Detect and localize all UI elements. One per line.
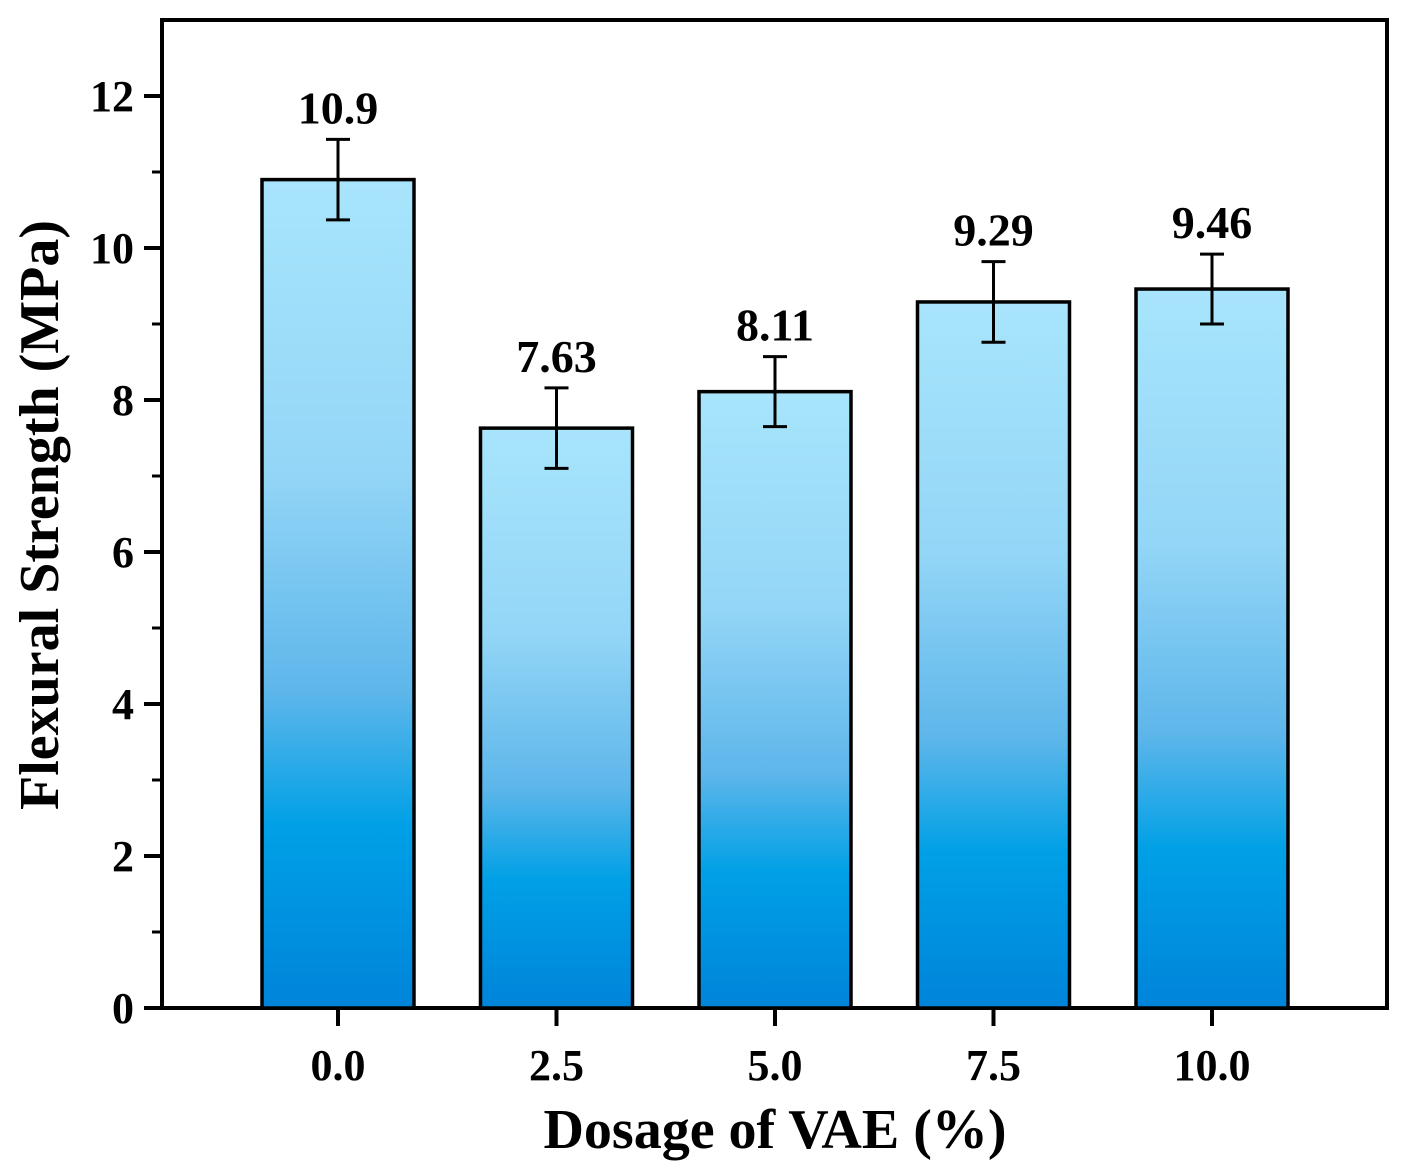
- y-tick-label: 8: [112, 376, 134, 425]
- bar-value-label: 7.63: [516, 331, 597, 382]
- bar-value-label: 9.46: [1172, 197, 1253, 248]
- bar: [697, 389, 853, 1010]
- x-tick-label: 10.0: [1174, 1041, 1251, 1090]
- bar: [478, 426, 635, 1010]
- bar: [260, 177, 416, 1010]
- y-tick-label: 2: [112, 832, 134, 881]
- y-tick-label: 10: [90, 224, 134, 273]
- bar-value-label: 9.29: [953, 205, 1034, 256]
- x-tick-label: 7.5: [966, 1041, 1021, 1090]
- x-tick-label: 0.0: [311, 1041, 366, 1090]
- bars: 10.9 7.63 8.11 9.29 9.46: [260, 82, 1290, 1010]
- x-tick-label: 5.0: [748, 1041, 803, 1090]
- bar: [1134, 287, 1290, 1010]
- y-axis: 0 2 4 6 8 10 12: [90, 72, 162, 1033]
- x-axis: 0.0 2.5 5.0 7.5 10.0: [311, 1008, 1251, 1090]
- y-tick-label: 6: [112, 528, 134, 577]
- bar: [915, 300, 1072, 1010]
- y-tick-label: 0: [112, 984, 134, 1033]
- bar-value-label: 10.9: [298, 82, 379, 133]
- y-axis-title: Flexural Strength (MPa): [9, 220, 71, 810]
- x-tick-label: 2.5: [529, 1041, 584, 1090]
- y-tick-label: 12: [90, 72, 134, 121]
- y-tick-label: 4: [112, 680, 134, 729]
- x-axis-title: Dosage of VAE (%): [543, 1099, 1006, 1161]
- bar-value-label: 8.11: [736, 300, 814, 351]
